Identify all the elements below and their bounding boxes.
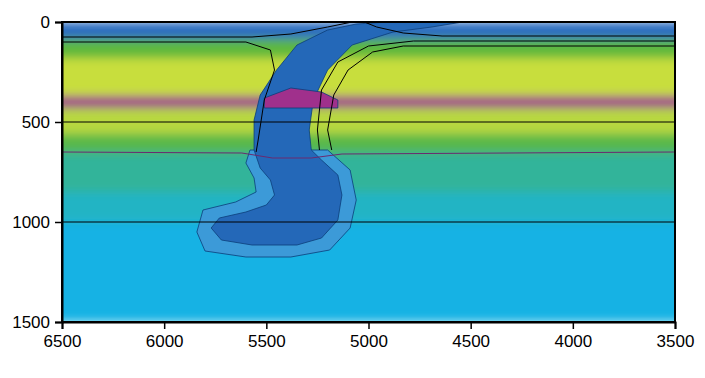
tick: 5500	[248, 322, 286, 351]
x-axis: 6500 6000 5500 5000 4500 4000 3500	[44, 322, 695, 351]
axis-line	[63, 323, 676, 330]
contour-line	[62, 42, 275, 152]
tick-mark	[675, 322, 677, 329]
tick: 5000	[350, 322, 388, 351]
tick: 6000	[146, 322, 184, 351]
tick-mark	[164, 322, 166, 329]
contour-line	[317, 41, 675, 150]
tick-label: 6500	[44, 332, 82, 351]
chart: 6500 6000 5500 5000 4500 4000 3500 0 500 1000 1500	[0, 0, 705, 378]
tick-label: 5000	[350, 332, 388, 351]
contour-line	[364, 22, 675, 36]
tick-label: 3500	[657, 332, 695, 351]
layer-band	[62, 152, 675, 193]
contour-line	[62, 22, 352, 37]
tick-label: 0	[41, 13, 50, 32]
axis-line	[55, 23, 63, 323]
tick: 1000	[12, 213, 62, 232]
tick-label: 4000	[554, 332, 592, 351]
body-outline	[264, 88, 338, 108]
tick-mark	[368, 322, 370, 329]
tick-mark	[55, 322, 62, 324]
tick-label: 1000	[12, 213, 50, 232]
layers	[62, 22, 675, 322]
y-axis: 0 500 1000 1500	[12, 13, 62, 332]
tick-label: 4500	[452, 332, 490, 351]
tick-mark	[266, 322, 268, 329]
tick: 500	[22, 113, 62, 132]
tick: 1500	[12, 313, 62, 332]
tick-mark	[55, 122, 62, 124]
tick-mark	[573, 322, 575, 329]
contour-line	[62, 152, 675, 158]
grid	[62, 22, 675, 322]
contour-line	[328, 46, 675, 150]
tick-mark	[55, 22, 62, 24]
layer-band	[62, 134, 675, 153]
layer-band	[62, 108, 675, 135]
tick-label: 500	[22, 113, 50, 132]
layer-band	[62, 192, 675, 223]
plot-area	[62, 22, 675, 322]
tick-label: 5500	[248, 332, 286, 351]
grid-line	[62, 221, 675, 222]
tick: 4000	[554, 322, 592, 351]
tick: 3500	[657, 322, 695, 351]
layer-band	[62, 58, 675, 97]
tick-label: 6000	[146, 332, 184, 351]
tick-mark	[470, 322, 472, 329]
plot-frame	[62, 22, 675, 322]
layer-band	[62, 222, 675, 322]
tick-label: 1500	[12, 313, 50, 332]
tick: 0	[41, 13, 62, 32]
body-outline	[211, 22, 462, 245]
layer-band	[62, 96, 675, 109]
tick: 4500	[452, 322, 490, 351]
grid-line	[62, 121, 675, 122]
tick-mark	[55, 222, 62, 224]
contours	[62, 22, 675, 158]
